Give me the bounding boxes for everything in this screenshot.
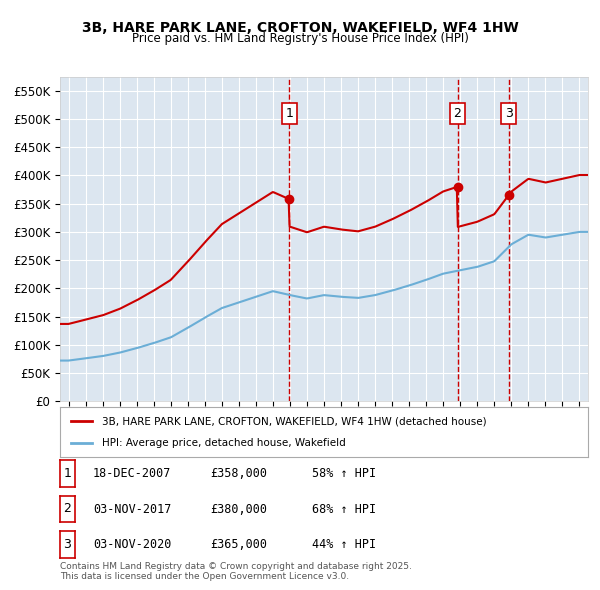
Text: 3: 3 bbox=[505, 107, 512, 120]
Text: 3: 3 bbox=[64, 537, 71, 551]
Text: 68% ↑ HPI: 68% ↑ HPI bbox=[312, 503, 376, 516]
Text: 3B, HARE PARK LANE, CROFTON, WAKEFIELD, WF4 1HW: 3B, HARE PARK LANE, CROFTON, WAKEFIELD, … bbox=[82, 21, 518, 35]
Text: 1: 1 bbox=[64, 467, 71, 480]
Text: 44% ↑ HPI: 44% ↑ HPI bbox=[312, 538, 376, 551]
Text: HPI: Average price, detached house, Wakefield: HPI: Average price, detached house, Wake… bbox=[102, 438, 346, 448]
Text: 03-NOV-2017: 03-NOV-2017 bbox=[93, 503, 172, 516]
Text: £380,000: £380,000 bbox=[210, 503, 267, 516]
Text: £358,000: £358,000 bbox=[210, 467, 267, 480]
Text: 03-NOV-2020: 03-NOV-2020 bbox=[93, 538, 172, 551]
Text: £365,000: £365,000 bbox=[210, 538, 267, 551]
Text: 1: 1 bbox=[286, 107, 293, 120]
Text: 2: 2 bbox=[454, 107, 461, 120]
Text: Contains HM Land Registry data © Crown copyright and database right 2025.
This d: Contains HM Land Registry data © Crown c… bbox=[60, 562, 412, 581]
Text: Price paid vs. HM Land Registry's House Price Index (HPI): Price paid vs. HM Land Registry's House … bbox=[131, 32, 469, 45]
Text: 58% ↑ HPI: 58% ↑ HPI bbox=[312, 467, 376, 480]
Text: 3B, HARE PARK LANE, CROFTON, WAKEFIELD, WF4 1HW (detached house): 3B, HARE PARK LANE, CROFTON, WAKEFIELD, … bbox=[102, 416, 487, 426]
Text: 2: 2 bbox=[64, 502, 71, 516]
Text: 18-DEC-2007: 18-DEC-2007 bbox=[93, 467, 172, 480]
